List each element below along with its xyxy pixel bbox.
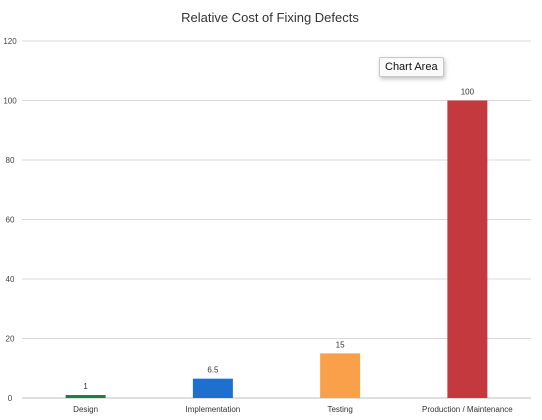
y-tick-label: 40 (6, 275, 15, 284)
category-label: Production / Maintenance (422, 405, 513, 414)
bar-1[interactable] (65, 395, 106, 398)
data-labels: 1 6.5 15 100 (83, 88, 474, 392)
bars (65, 100, 488, 399)
data-label: 15 (336, 340, 345, 349)
y-axis-ticks: 0 20 40 60 80 100 120 (3, 37, 17, 403)
y-tick-label: 60 (6, 216, 15, 225)
y-tick-label: 20 (6, 335, 15, 344)
bar-4[interactable] (447, 100, 488, 399)
data-label: 1 (83, 382, 88, 391)
x-axis-categories: Design Implementation Testing Production / … (73, 405, 513, 414)
chart-area-tooltip: Chart Area (379, 57, 444, 77)
category-label: Implementation (186, 405, 241, 414)
category-label: Testing (327, 405, 352, 414)
category-label: Design (73, 405, 98, 414)
data-label: 6.5 (207, 366, 219, 375)
y-tick-label: 80 (6, 156, 15, 165)
bar-3[interactable] (320, 353, 361, 398)
y-tick-label: 0 (8, 394, 13, 403)
gridlines (22, 40, 531, 339)
y-tick-label: 100 (3, 97, 17, 106)
bar-2[interactable] (192, 378, 233, 398)
y-tick-label: 120 (3, 37, 17, 46)
chart-title: Relative Cost of Fixing Defects (181, 10, 359, 25)
data-label: 100 (461, 88, 475, 97)
